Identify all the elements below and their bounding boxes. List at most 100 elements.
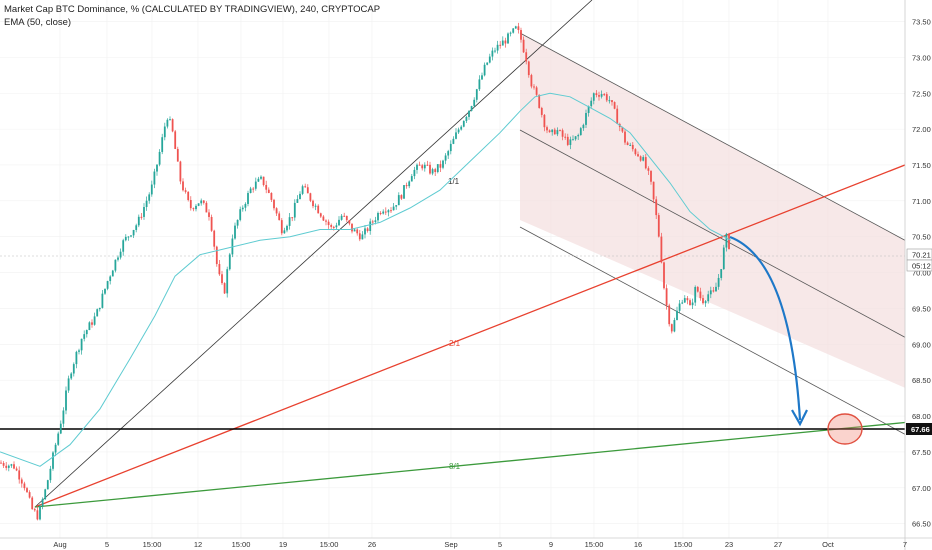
candle-body-152	[395, 205, 398, 207]
candle-body-260	[676, 310, 678, 321]
candle-body-247	[642, 157, 645, 161]
x-tick-label-17: 7	[903, 540, 907, 549]
candle-body-160	[416, 164, 418, 170]
gann-2x1-line	[34, 162, 911, 508]
ema-legend-entry[interactable]: EMA (50, close)	[4, 17, 72, 28]
candle-body-95	[247, 193, 249, 204]
candle-body-100	[260, 176, 262, 179]
time-axis[interactable]: Aug 5 15:00 12 15:00 19 15:00 26 Sep 5 9 15:00 16 15:…	[53, 540, 907, 549]
candle-body-104	[270, 192, 273, 200]
y-tick-label-10: 71.50	[912, 161, 931, 170]
price-axis[interactable]: 66.50 67.00 67.50 68.00 68.50 69.00 69.50 70.00…	[912, 18, 931, 529]
candle-body-257	[668, 305, 671, 325]
candle-body-206	[535, 87, 538, 95]
candle-body-46	[119, 251, 122, 258]
candle-body-53	[137, 216, 140, 226]
candle-body-239	[621, 127, 624, 132]
candle-body-14	[36, 510, 39, 520]
candle-body-223	[579, 128, 582, 136]
candle-body-116	[301, 186, 304, 194]
candle-body-119	[309, 193, 312, 201]
candle-body-271	[704, 301, 707, 304]
candle-body-4	[10, 464, 13, 466]
y-tick-label-6: 69.50	[912, 304, 931, 313]
candle-body-121	[314, 205, 317, 207]
candle-body-75	[195, 205, 197, 210]
candle-body-107	[278, 213, 281, 221]
channel-upper-line	[519, 32, 911, 244]
candle-body-245	[637, 154, 639, 157]
candle-body-27	[70, 373, 73, 379]
price-label-box-67-66	[906, 423, 932, 435]
candle-body-225	[585, 112, 587, 125]
candle-body-198	[514, 26, 517, 29]
candle-body-195	[507, 33, 509, 44]
candle-body-235	[611, 100, 613, 103]
candle-body-141	[366, 228, 369, 232]
candle-body-118	[306, 187, 309, 194]
candle-body-275	[715, 286, 717, 292]
forecast-arrow	[729, 235, 802, 421]
x-tick-label-9: 5	[498, 540, 502, 549]
candle-body-94	[244, 203, 247, 208]
candle-body-242	[629, 144, 632, 146]
candles	[0, 22, 730, 521]
candle-body-200	[520, 30, 522, 40]
candle-body-122	[317, 205, 320, 214]
candle-body-126	[327, 221, 330, 226]
candle-body-237	[616, 108, 619, 124]
candle-body-193	[501, 40, 504, 46]
candle-body-167	[434, 169, 437, 173]
gann-1x1-label: 1/1	[448, 177, 460, 186]
candle-body-34	[88, 322, 91, 331]
candle-body-196	[509, 32, 512, 34]
candle-body-97	[252, 188, 255, 190]
candle-body-3	[7, 465, 10, 468]
candle-body-117	[304, 186, 307, 188]
candle-body-276	[717, 277, 720, 287]
candle-body-128	[332, 226, 335, 228]
candle-body-158	[410, 176, 413, 182]
candle-body-142	[369, 221, 372, 232]
candle-body-214	[556, 130, 559, 135]
candle-body-79	[205, 202, 208, 213]
candle-body-24	[62, 410, 65, 424]
y-tick-label-9: 71.00	[912, 197, 931, 206]
candle-body-127	[330, 225, 333, 227]
candle-body-7	[18, 470, 21, 480]
candle-body-185	[481, 75, 483, 80]
x-tick-label-2: 15:00	[143, 540, 162, 549]
candle-body-67	[174, 131, 177, 149]
candle-body-114	[296, 199, 299, 203]
price-axis-background	[905, 0, 932, 550]
candle-body-227	[590, 100, 593, 107]
candle-body-226	[587, 106, 590, 113]
candle-body-125	[325, 220, 327, 222]
candle-body-268	[696, 287, 699, 292]
candle-body-11	[28, 492, 31, 498]
y-tick-label-14: 73.50	[912, 18, 931, 27]
candle-body-13	[33, 509, 36, 511]
candle-body-191	[496, 44, 499, 51]
candle-body-10	[26, 488, 28, 493]
candle-body-19	[49, 468, 52, 481]
candle-body-222	[577, 135, 580, 137]
candle-body-81	[210, 216, 213, 231]
y-tick-label-12: 72.50	[912, 89, 931, 98]
candle-body-274	[712, 290, 715, 292]
candle-body-273	[709, 290, 712, 295]
candle-body-87	[226, 269, 229, 294]
candle-body-55	[143, 207, 145, 217]
y-tick-label-0: 66.50	[912, 520, 931, 529]
countdown-label: 05:12	[912, 262, 931, 271]
candle-body-133	[345, 215, 348, 221]
candle-body-207	[538, 94, 541, 108]
candle-body-199	[517, 26, 520, 31]
channel-middle-line	[519, 129, 911, 341]
candle-body-131	[340, 215, 343, 220]
candle-body-163	[423, 164, 426, 169]
candle-body-249	[647, 168, 650, 171]
candle-body-56	[145, 200, 148, 208]
candle-body-25	[65, 390, 67, 411]
